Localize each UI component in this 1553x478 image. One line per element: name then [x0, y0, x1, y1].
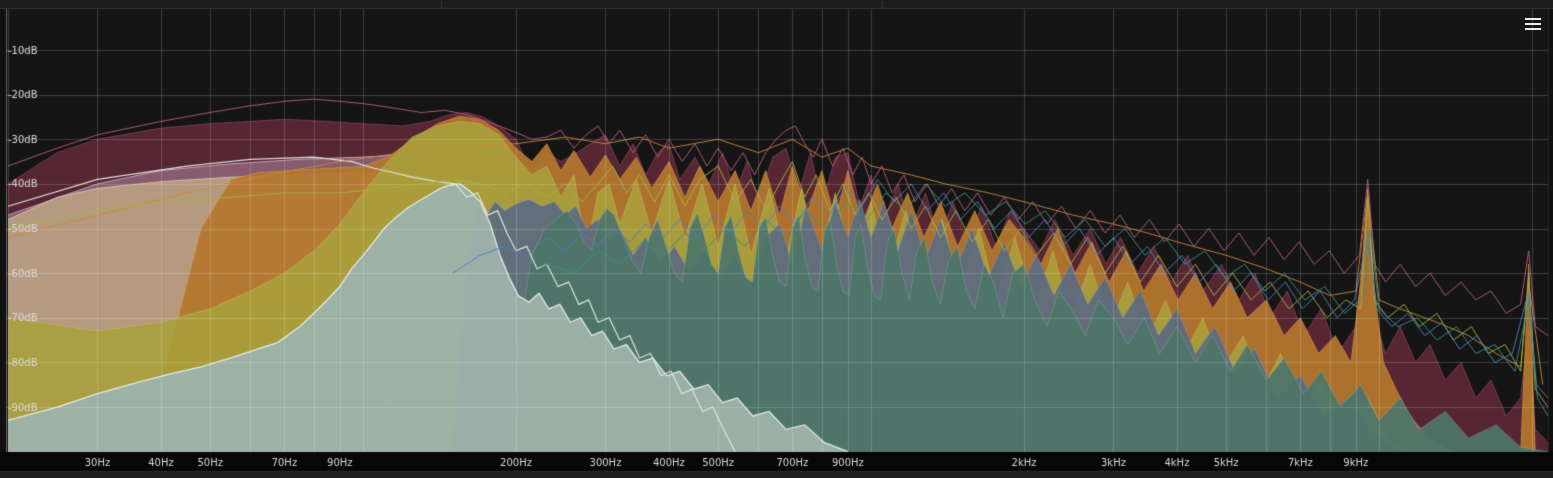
- hamburger-menu-icon: [1525, 18, 1541, 20]
- hamburger-menu-icon: [1525, 28, 1541, 30]
- menu-button[interactable]: [1522, 14, 1544, 34]
- hamburger-menu-icon: [1525, 23, 1541, 25]
